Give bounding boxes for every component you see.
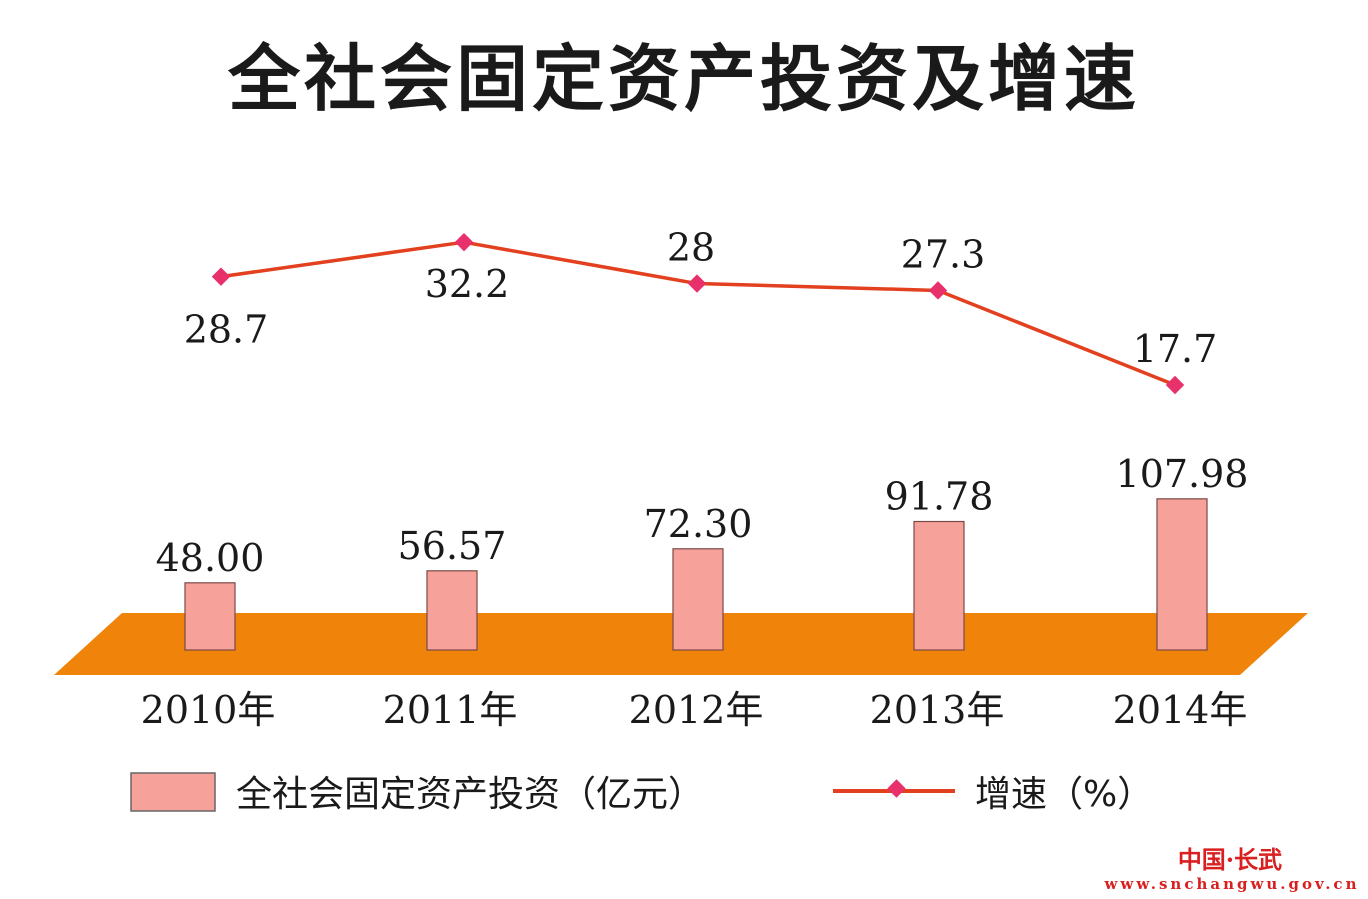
- line-marker: [1165, 375, 1185, 395]
- line-marker: [928, 281, 948, 300]
- x-axis-labels: 2010年 2011年 2012年 2013年 2014年: [141, 688, 1248, 732]
- chart-title: 全社会固定资产投资及增速: [227, 37, 1140, 121]
- legend-swatch-bar: [130, 772, 216, 812]
- bar: [913, 520, 965, 651]
- line-marker: [211, 267, 231, 286]
- line-value-label: 17.7: [1133, 327, 1218, 371]
- bar: [672, 548, 724, 651]
- x-tick-label: 2012年: [629, 688, 764, 732]
- watermark-url: www.snchangwu.gov.cn: [1104, 875, 1360, 893]
- x-tick-label: 2014年: [1113, 688, 1248, 732]
- x-tick-label: 2010年: [141, 688, 276, 732]
- line-marker: [687, 274, 707, 293]
- line-series: 28.7 32.2 28 27.3 17.7: [184, 226, 1218, 395]
- bar: [426, 570, 478, 651]
- bar: [1156, 498, 1208, 651]
- x-tick-label: 2011年: [383, 688, 518, 732]
- legend-label-line: 增速（%）: [975, 774, 1153, 815]
- watermark-name: 中国·长武: [1178, 845, 1282, 874]
- bar-series: 48.00 56.57 72.30 91.78 107.98: [156, 452, 1249, 651]
- bar-value-label: 107.98: [1116, 452, 1249, 496]
- line-value-label: 28: [667, 226, 715, 270]
- bar-value-label: 91.78: [885, 475, 994, 519]
- watermark: 中国·长武 www.snchangwu.gov.cn: [1104, 845, 1360, 893]
- legend-label-bar: 全社会固定资产投资（亿元）: [236, 774, 704, 815]
- bar-value-label: 48.00: [156, 536, 265, 580]
- line-value-label: 27.3: [901, 232, 986, 276]
- line-marker: [454, 232, 474, 252]
- legend-marker: [887, 779, 906, 798]
- legend: 全社会固定资产投资（亿元） 增速（%）: [130, 772, 1153, 815]
- x-tick-label: 2013年: [870, 688, 1005, 732]
- line-value-label: 28.7: [184, 308, 269, 352]
- bar-value-label: 72.30: [644, 502, 753, 546]
- line-value-label: 32.2: [425, 262, 510, 306]
- bar: [184, 582, 236, 651]
- bar-value-label: 56.57: [398, 524, 507, 568]
